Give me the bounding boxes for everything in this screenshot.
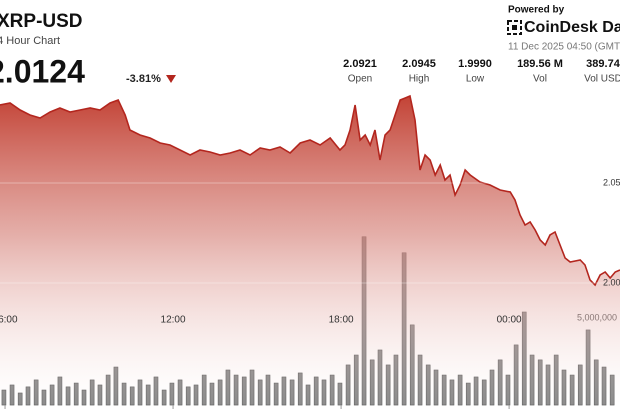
price-line xyxy=(0,94,620,287)
stat-value: 2.0945 xyxy=(402,58,436,70)
stat-label: Low xyxy=(466,74,485,85)
price: 2.0124 xyxy=(0,53,85,89)
stat-label: High xyxy=(409,74,430,85)
x-tick-label: 18:00 xyxy=(329,315,354,326)
subtitle: 24 Hour Chart xyxy=(0,35,60,47)
stat-label: Open xyxy=(348,74,372,85)
change: -3.81% xyxy=(126,73,161,85)
title: XRP-USD xyxy=(0,11,83,32)
timestamp: 11 Dec 2025 04:50 (GMT xyxy=(508,42,620,53)
x-tick-label: 00:00 xyxy=(497,315,522,326)
header: XRP-USD 24 Hour Chart 2.0124 -3.81% Powe… xyxy=(0,5,620,90)
stat-label: Vol xyxy=(533,74,547,85)
down-arrow xyxy=(166,75,176,83)
x-tick-label: 12:00 xyxy=(161,315,186,326)
brand-logo xyxy=(507,20,522,35)
stat-value: 389.74 xyxy=(586,58,620,70)
stat-value: 189.56 M xyxy=(517,58,563,70)
stat-value: 1.9990 xyxy=(458,58,492,70)
x-tick-label: 06:00 xyxy=(0,315,18,326)
stat-value: 2.0921 xyxy=(343,58,377,70)
brand: CoinDesk Data xyxy=(524,19,620,36)
y-tick-label: 2.00 xyxy=(603,277,620,287)
stat-label: Vol USD xyxy=(584,74,620,85)
powered-by: Powered by xyxy=(508,5,565,16)
area-fill xyxy=(0,96,620,405)
y-tick-label: 2.05 xyxy=(603,177,620,187)
